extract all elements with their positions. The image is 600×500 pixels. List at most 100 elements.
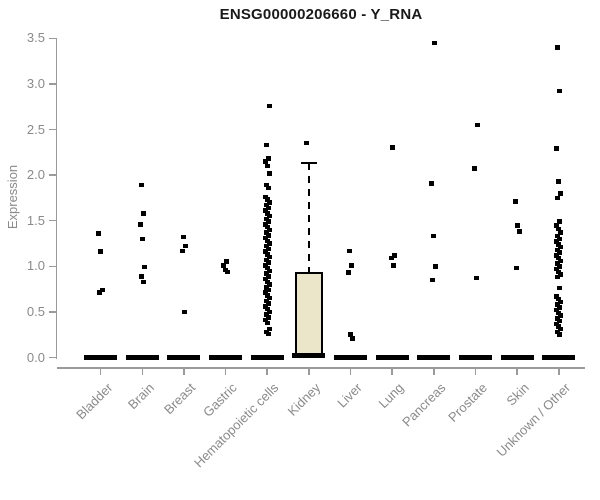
- y-tick-label: 0.0: [26, 349, 45, 365]
- y-tick: [48, 174, 56, 176]
- data-point: [557, 219, 563, 224]
- data-point: [555, 302, 561, 307]
- data-point: [141, 264, 147, 270]
- data-point: [265, 315, 271, 320]
- data-point: [265, 156, 271, 161]
- data-point: [221, 263, 227, 268]
- data-point: [265, 287, 271, 293]
- data-point: [262, 235, 268, 241]
- data-point: [557, 318, 563, 324]
- box-plot-box: [294, 271, 323, 356]
- data-point: [432, 40, 438, 46]
- x-tick: [99, 367, 102, 375]
- data-point: [263, 230, 269, 235]
- data-point: [264, 252, 270, 257]
- data-point: [557, 332, 563, 337]
- data-point: [556, 242, 562, 247]
- data-point: [262, 208, 268, 213]
- y-tick-label: 2.0: [26, 167, 45, 183]
- data-point: [264, 197, 270, 202]
- data-point: [263, 271, 269, 276]
- data-point: [265, 233, 271, 238]
- x-tick: [141, 367, 143, 375]
- x-tick: [183, 367, 185, 375]
- data-point: [555, 45, 561, 50]
- data-point: [557, 264, 563, 269]
- y-axis-label: Expression: [5, 164, 20, 230]
- data-point: [555, 316, 561, 321]
- data-point: [266, 227, 272, 233]
- data-point: [554, 307, 560, 313]
- data-point: [558, 272, 564, 277]
- x-category-label: Breast: [161, 380, 199, 418]
- data-point: [473, 275, 479, 281]
- zero-cluster-dash: [125, 354, 159, 360]
- data-point: [262, 290, 268, 295]
- data-point: [347, 248, 352, 254]
- x-category-label: Liver: [334, 380, 366, 411]
- data-point: [554, 146, 560, 151]
- data-point: [554, 239, 560, 244]
- data-point: [557, 88, 563, 94]
- data-point: [264, 279, 270, 285]
- data-point: [96, 231, 102, 236]
- x-tick: [266, 367, 268, 375]
- data-point: [391, 253, 397, 258]
- zero-cluster-dash: [334, 354, 367, 360]
- data-point: [137, 222, 143, 227]
- data-point: [263, 243, 269, 249]
- data-point: [555, 329, 561, 335]
- y-tick-label: 1.5: [26, 212, 45, 228]
- zero-cluster-dash: [542, 354, 576, 360]
- data-point: [262, 276, 268, 282]
- data-point: [266, 103, 272, 109]
- data-point: [557, 305, 563, 310]
- data-point: [556, 226, 562, 232]
- x-category-label: Bladder: [72, 380, 116, 423]
- data-point: [266, 241, 272, 246]
- chart-title: ENSG00000206660 - Y_RNA: [219, 6, 423, 23]
- data-point: [554, 223, 560, 228]
- zero-cluster-dash: [167, 354, 201, 360]
- data-point: [98, 249, 104, 254]
- x-axis-line: [57, 367, 585, 369]
- data-point: [138, 182, 144, 188]
- y-tick: [48, 265, 56, 268]
- data-point: [346, 270, 351, 275]
- data-point: [557, 236, 563, 242]
- data-point: [554, 294, 560, 299]
- x-tick: [224, 367, 227, 375]
- data-point: [266, 268, 272, 274]
- data-point: [263, 182, 269, 188]
- zero-cluster-dash: [458, 354, 492, 360]
- data-point: [556, 324, 562, 329]
- data-point: [265, 301, 271, 306]
- data-point: [263, 257, 269, 263]
- zero-cluster-dash: [500, 354, 534, 360]
- box-median-line: [292, 352, 326, 359]
- x-category-label: Unknown / Other: [493, 380, 574, 460]
- y-tick-label: 3.5: [26, 30, 45, 46]
- data-point: [262, 304, 268, 309]
- data-point: [389, 145, 395, 150]
- data-point: [264, 238, 270, 243]
- x-category-label: Skin: [503, 380, 532, 409]
- x-tick: [558, 367, 560, 375]
- data-point: [266, 309, 272, 315]
- data-point: [557, 250, 563, 255]
- data-point: [263, 285, 269, 290]
- data-point: [349, 263, 354, 268]
- data-point: [513, 265, 519, 271]
- data-point: [262, 222, 268, 227]
- data-point: [554, 321, 560, 326]
- x-category-label: Lung: [375, 380, 407, 412]
- data-point: [262, 263, 268, 268]
- y-tick-label: 2.5: [26, 121, 45, 137]
- data-point: [264, 265, 270, 271]
- data-point: [556, 255, 562, 261]
- data-point: [182, 309, 188, 315]
- data-point: [554, 266, 560, 272]
- data-point: [554, 253, 560, 258]
- box-whisker: [307, 163, 310, 272]
- data-point: [262, 317, 268, 323]
